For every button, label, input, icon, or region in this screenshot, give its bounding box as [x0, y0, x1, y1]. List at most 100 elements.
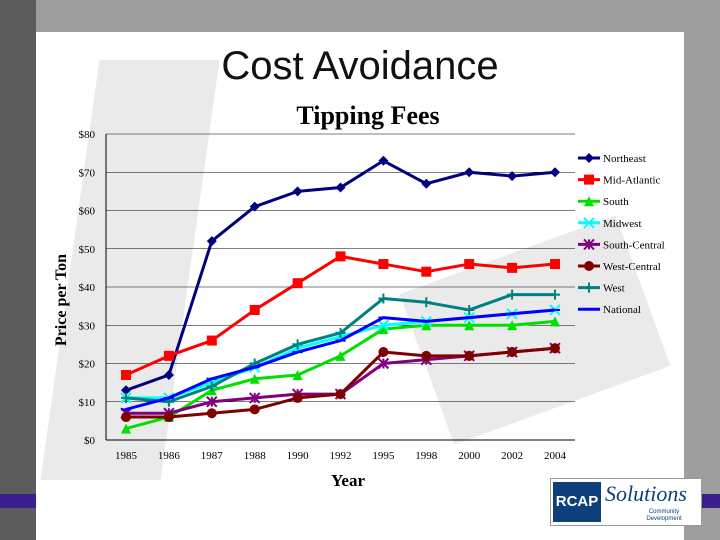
- logo-tagline: Community Development: [637, 509, 691, 523]
- data-point: [206, 408, 217, 419]
- data-point: [163, 412, 174, 423]
- y-tick-label: $20: [79, 359, 96, 371]
- data-point: [206, 396, 218, 408]
- logo-tagline-line1: Community: [648, 509, 680, 515]
- data-point: [121, 385, 131, 396]
- data-point: [464, 320, 475, 331]
- data-point: [507, 347, 518, 358]
- x-tick-label: 2002: [501, 450, 523, 462]
- data-point: [584, 153, 594, 163]
- data-point: [378, 155, 389, 166]
- chart-title: Tipping Fees: [296, 101, 439, 130]
- data-point: [163, 350, 174, 361]
- y-axis-label: Price per Ton: [53, 254, 70, 346]
- x-tick-label: 1985: [115, 450, 138, 462]
- data-point: [378, 347, 389, 358]
- data-point: [584, 196, 594, 207]
- data-point: [378, 293, 389, 304]
- x-tick-label: 1992: [330, 450, 352, 462]
- data-point: [583, 217, 595, 229]
- legend-label: National: [603, 304, 641, 316]
- y-tick-label: $50: [79, 244, 96, 256]
- data-point: [249, 201, 260, 212]
- x-tick-label: 1986: [158, 450, 181, 462]
- legend-entry: Northeast: [578, 153, 646, 165]
- data-point: [121, 412, 131, 423]
- data-point: [335, 350, 346, 361]
- slide-title: Cost Avoidance: [221, 44, 499, 88]
- data-point: [464, 304, 475, 315]
- data-point: [335, 182, 346, 193]
- legend-entry: National: [578, 304, 641, 316]
- legend-label: Northeast: [603, 153, 646, 165]
- data-point: [378, 259, 389, 270]
- x-tick-label: 2000: [458, 450, 481, 462]
- x-tick-label: 1988: [244, 450, 267, 462]
- data-point: [583, 238, 595, 251]
- legend-entry: South-Central: [578, 238, 665, 251]
- data-point: [377, 357, 390, 370]
- data-point: [464, 167, 475, 178]
- legend-entry: West: [578, 282, 625, 295]
- x-tick-label: 2004: [544, 450, 567, 462]
- y-tick-label: $40: [79, 282, 96, 294]
- data-point: [163, 369, 174, 380]
- legend-entry: Midwest: [578, 217, 642, 230]
- x-tick-label: 1998: [415, 450, 438, 462]
- logo-brand-script: Solutions: [605, 481, 687, 506]
- legend-entry: West-Central: [578, 261, 661, 273]
- data-point: [335, 389, 346, 400]
- series-west: [121, 289, 560, 407]
- logo-brand-short: RCAP: [553, 482, 601, 522]
- legend-label: Mid-Atlantic: [603, 175, 661, 187]
- data-point: [421, 297, 432, 308]
- data-point: [292, 369, 303, 380]
- data-point: [584, 282, 594, 293]
- data-point: [507, 289, 518, 300]
- data-point: [292, 392, 303, 403]
- data-point: [121, 369, 131, 380]
- legend-label: South-Central: [603, 239, 665, 251]
- legend-label: Midwest: [603, 218, 642, 230]
- series-west-central: [121, 343, 560, 423]
- data-point: [377, 319, 390, 331]
- data-point: [550, 167, 560, 178]
- rcap-logo: RCAP Solutions Community Development: [550, 478, 702, 526]
- data-point: [292, 278, 303, 289]
- x-tick-label: 1987: [201, 450, 224, 462]
- data-point: [378, 324, 389, 335]
- data-point: [550, 289, 560, 300]
- data-point: [206, 236, 217, 247]
- data-point: [249, 373, 260, 384]
- data-point: [507, 171, 518, 182]
- y-tick-label: $70: [79, 167, 96, 179]
- data-point: [421, 320, 432, 331]
- data-point: [507, 262, 518, 273]
- data-point: [121, 392, 131, 403]
- legend-label: West-Central: [603, 261, 661, 273]
- data-point: [335, 251, 346, 262]
- y-tick-label: $60: [79, 206, 96, 218]
- legend-label: South: [603, 196, 629, 208]
- left-dark-strip: [0, 0, 36, 540]
- legend-label: West: [603, 283, 625, 295]
- series-northeast: [121, 155, 560, 396]
- logo-tagline-line2: Development: [646, 516, 682, 522]
- data-point: [249, 404, 260, 415]
- x-axis-label: Year: [331, 471, 365, 490]
- data-point: [335, 327, 346, 338]
- data-point: [206, 381, 217, 392]
- data-point: [464, 259, 475, 270]
- data-point: [550, 259, 560, 270]
- chart-background-plate: [36, 32, 684, 540]
- data-point: [421, 266, 432, 277]
- series-national: [121, 308, 560, 411]
- data-point: [248, 392, 261, 404]
- data-point: [421, 350, 432, 361]
- data-point: [464, 350, 475, 361]
- data-point: [550, 316, 560, 327]
- data-point: [507, 320, 518, 331]
- y-tick-label: $10: [79, 397, 96, 409]
- y-tick-label: $0: [84, 435, 96, 447]
